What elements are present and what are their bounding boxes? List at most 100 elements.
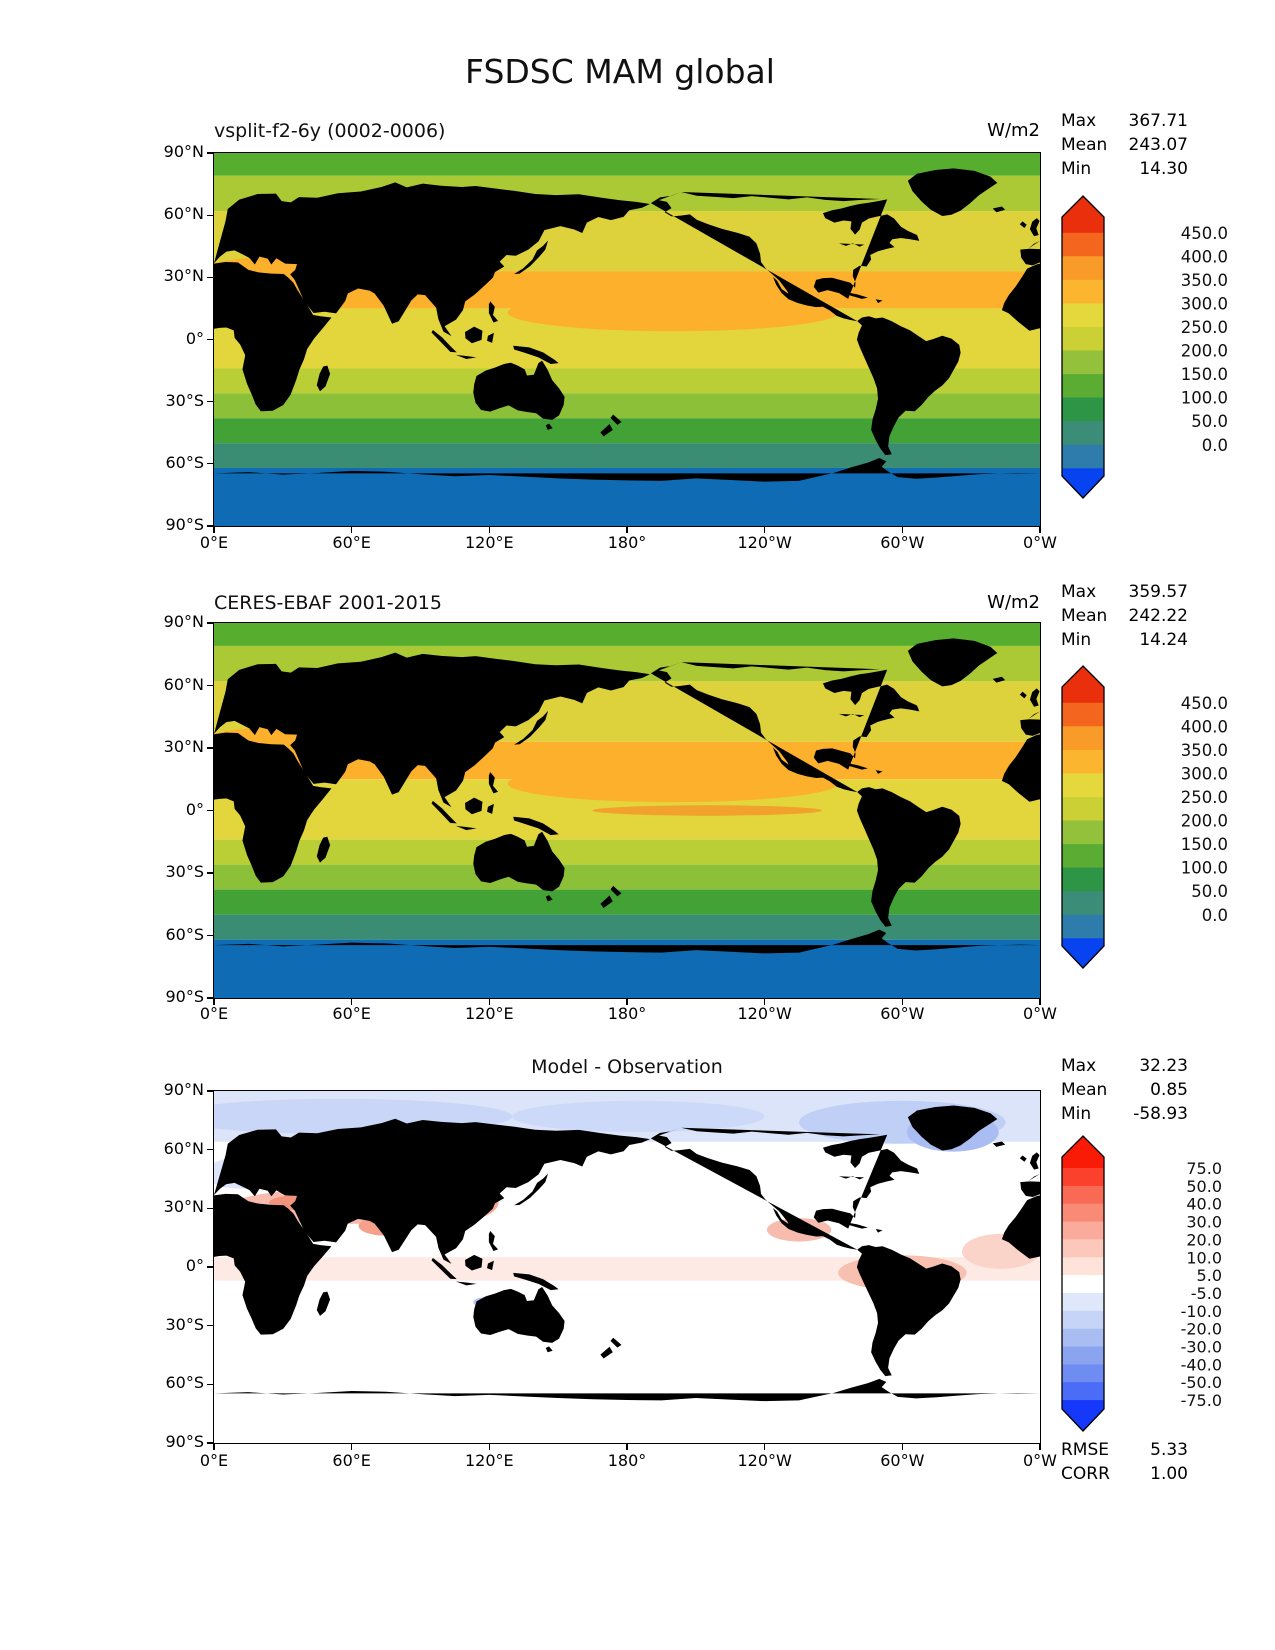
stats-block: Max 359.57 Mean 242.22 Min 14.24 <box>1061 580 1188 652</box>
y-axis-tick <box>207 1442 214 1444</box>
stat-row: RMSE 5.33 <box>1061 1438 1188 1462</box>
figure-title: FSDSC MAM global <box>465 52 775 91</box>
stat-value: -58.93 <box>1133 1104 1188 1124</box>
colorbar-segment <box>1062 279 1104 305</box>
y-axis-tick <box>207 401 214 403</box>
colorbar-label: 150.0 <box>1181 365 1228 384</box>
x-axis-tick <box>901 526 903 533</box>
x-axis-label: 120°E <box>465 1004 514 1023</box>
colorbar-label: 350.0 <box>1181 741 1228 760</box>
x-axis-tick <box>764 526 766 533</box>
colorbar-label: 150.0 <box>1181 835 1228 854</box>
x-axis-label: 0°W <box>1023 1451 1057 1470</box>
y-axis-tick <box>207 997 214 999</box>
colorbar-segment <box>1062 232 1104 257</box>
colorbar-label: 0.0 <box>1202 906 1228 925</box>
x-axis-tick <box>213 526 215 533</box>
colorbar-label: -20.0 <box>1181 1320 1222 1339</box>
stat-value: 32.23 <box>1139 1056 1188 1076</box>
y-axis-label: 90°S <box>165 515 204 534</box>
map-anomaly-blob <box>592 805 823 816</box>
map-anomaly-blob <box>214 1257 1040 1281</box>
colorbar-label: 250.0 <box>1181 788 1228 807</box>
stat-row: Mean 242.22 <box>1061 604 1188 628</box>
map-band <box>214 889 1040 915</box>
colorbar-label: -10.0 <box>1181 1302 1222 1321</box>
colorbar-label: 200.0 <box>1181 812 1228 831</box>
stats-block: Max 367.71 Mean 243.07 Min 14.30 <box>1061 109 1188 181</box>
colorbar-label: -50.0 <box>1181 1373 1222 1392</box>
y-axis-label: 90°N <box>163 1080 204 1099</box>
colorbar: 450.0 400.0 350.0 300.0 250.0 200.0 150.0 100.0… <box>1061 195 1228 499</box>
colorbar-segment <box>1062 1364 1104 1383</box>
panel-title: vsplit-f2-6y (0002-0006) <box>214 120 446 142</box>
y-axis-tick <box>207 934 214 937</box>
x-axis-label: 60°W <box>880 1451 925 1470</box>
stat-label: Max <box>1061 1056 1097 1076</box>
y-axis-label: 60°S <box>165 1373 204 1393</box>
y-axis-tick <box>207 872 214 874</box>
units-label: W/m2 <box>987 120 1040 141</box>
y-axis-label: 0° <box>185 1256 204 1275</box>
stat-value: 359.57 <box>1128 582 1188 602</box>
y-axis-label: 90°N <box>163 612 204 631</box>
x-axis-label: 0°E <box>199 1004 229 1023</box>
x-axis-label: 120°W <box>737 533 792 552</box>
x-axis-tick <box>901 1443 903 1450</box>
x-axis-tick <box>351 998 353 1005</box>
stat-label: RMSE <box>1061 1440 1110 1460</box>
colorbar-label: 400.0 <box>1181 717 1228 736</box>
stat-row: Mean 0.85 <box>1061 1078 1188 1102</box>
map-band <box>214 418 1040 444</box>
y-axis-tick <box>207 809 214 812</box>
x-axis-label: 60°E <box>332 1451 371 1470</box>
colorbar-segment <box>1062 726 1104 751</box>
colorbar-segment <box>1062 1136 1104 1169</box>
colorbar-label: 200.0 <box>1181 342 1228 361</box>
y-axis-tick <box>207 747 214 749</box>
x-axis-tick <box>764 998 766 1005</box>
x-axis-tick <box>488 1443 490 1450</box>
y-axis-label: 30°S <box>165 862 204 881</box>
stat-row: Max 367.71 <box>1061 109 1188 133</box>
colorbar-outline <box>1061 195 1105 499</box>
x-axis-label: 0°E <box>199 533 229 552</box>
colorbar: 450.0 400.0 350.0 300.0 250.0 200.0 150.0 100.0… <box>1061 665 1228 969</box>
colorbar-segment <box>1062 1328 1104 1348</box>
colorbar-outline <box>1061 1135 1105 1432</box>
x-axis-tick <box>901 998 903 1005</box>
colorbar-segment <box>1062 1275 1104 1294</box>
map-canvas <box>214 153 1040 526</box>
stat-label: CORR <box>1061 1464 1110 1484</box>
y-axis-tick <box>207 1266 214 1268</box>
colorbar-segment <box>1062 1310 1104 1330</box>
x-axis-label: 180° <box>607 533 647 552</box>
x-axis-label: 60°W <box>880 533 925 552</box>
map-band <box>214 623 1040 646</box>
colorbar-segment <box>1062 1168 1104 1187</box>
colorbar-label: 250.0 <box>1181 318 1228 337</box>
panel-title: Model - Observation <box>531 1056 723 1078</box>
colorbar-segment <box>1062 1346 1104 1365</box>
y-axis-tick <box>207 1207 214 1209</box>
colorbar-segment <box>1062 350 1104 375</box>
colorbar-segment <box>1062 1221 1104 1240</box>
colorbar-segment <box>1062 797 1104 822</box>
y-axis-label: 60°S <box>165 924 204 944</box>
y-axis-tick <box>207 338 214 341</box>
stat-value: 14.24 <box>1139 630 1188 650</box>
map-observation <box>213 622 1041 999</box>
colorbar-segment <box>1062 327 1104 352</box>
x-axis-label: 60°E <box>332 1004 371 1023</box>
x-axis-tick <box>1039 526 1041 533</box>
y-axis-label: 60°N <box>163 204 204 224</box>
stat-value: 367.71 <box>1128 111 1188 131</box>
colorbar-label: 0.0 <box>1202 436 1228 455</box>
y-axis-tick <box>207 276 214 278</box>
colorbar-label: 300.0 <box>1181 764 1228 783</box>
stat-value: 243.07 <box>1128 135 1188 155</box>
map-anomaly-blob <box>512 1100 765 1133</box>
stat-value: 242.22 <box>1128 606 1188 626</box>
